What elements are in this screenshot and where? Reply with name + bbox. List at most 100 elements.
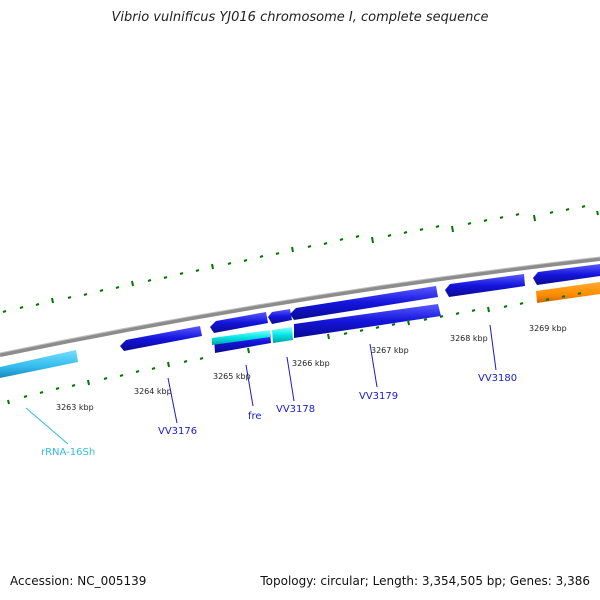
major-tick — [87, 379, 90, 386]
minor-tick — [391, 323, 396, 326]
major-tick — [291, 246, 294, 253]
major-tick — [327, 333, 330, 340]
minor-tick — [83, 293, 88, 296]
major-tick — [596, 210, 599, 216]
gene-arrow-next[interactable] — [533, 264, 600, 285]
major-tick — [487, 306, 490, 313]
leader-rrna-16sh — [25, 407, 69, 445]
gene-arrow-orange[interactable] — [536, 282, 600, 303]
gene-label-fre[interactable]: fre — [248, 411, 262, 422]
map-title: Vibrio vulnificus YJ016 chromosome I, co… — [111, 10, 489, 25]
minor-tick — [519, 302, 524, 305]
minor-tick — [375, 326, 380, 329]
minor-tick — [515, 213, 520, 216]
minor-tick — [259, 255, 264, 258]
minor-tick — [561, 295, 566, 298]
minor-tick — [549, 211, 554, 214]
minor-tick — [545, 298, 550, 301]
minor-tick — [147, 279, 152, 282]
major-tick — [7, 399, 10, 405]
minor-tick — [183, 360, 188, 363]
minor-tick — [355, 235, 360, 238]
major-tick — [167, 361, 170, 368]
leader-vv3176 — [167, 377, 178, 424]
minor-tick — [119, 374, 124, 377]
gene-arrow-rrna-16sh[interactable] — [0, 350, 78, 378]
gene-label-rrna-16sh[interactable]: rRNA-16Sh — [41, 447, 95, 458]
minor-tick — [99, 289, 104, 292]
minor-tick — [499, 216, 504, 219]
leader-fre — [245, 364, 254, 407]
gene-arrow-vv3179[interactable] — [290, 286, 438, 320]
minor-tick — [179, 272, 184, 275]
minor-tick — [71, 384, 76, 387]
minor-tick — [581, 205, 586, 208]
minor-tick — [419, 228, 424, 231]
minor-tick — [275, 252, 280, 255]
minor-tick — [423, 318, 428, 321]
minor-tick — [23, 395, 28, 398]
minor-tick — [163, 276, 168, 279]
minor-tick — [483, 219, 488, 222]
leader-vv3178 — [286, 356, 295, 402]
minor-tick — [195, 269, 200, 272]
genome-backbone-highlight — [0, 256, 600, 354]
gene-label-vv3179[interactable]: VV3179 — [359, 391, 398, 402]
gene-highlight-cyan-1 — [212, 330, 270, 345]
gene-label-vv3180[interactable]: VV3180 — [478, 373, 517, 384]
minor-tick — [577, 292, 582, 295]
gene-arrow-reverse-2[interactable] — [294, 304, 441, 338]
minor-tick — [343, 332, 348, 335]
scale-label-3265: 3265 kbp — [213, 372, 251, 381]
label-leaders — [25, 324, 497, 445]
major-tick — [407, 319, 410, 326]
minor-tick — [243, 259, 248, 262]
minor-tick — [471, 309, 476, 312]
scale-label-3268: 3268 kbp — [450, 334, 488, 343]
minor-tick — [467, 222, 472, 225]
gene-label-vv3178[interactable]: VV3178 — [276, 404, 315, 415]
outer-tick-track — [2, 205, 599, 313]
forward-strand-genes — [120, 264, 600, 351]
minor-tick — [115, 286, 120, 289]
minor-tick — [435, 225, 440, 228]
minor-tick — [455, 312, 460, 315]
minor-tick — [323, 242, 328, 245]
gene-label-vv3176[interactable]: VV3176 — [158, 426, 197, 437]
gene-highlight-cyan-2 — [272, 327, 293, 343]
gene-arrow-vv3180[interactable] — [445, 274, 525, 297]
gene-arrow-fre[interactable] — [210, 312, 268, 333]
minor-tick — [387, 234, 392, 237]
minor-tick — [359, 329, 364, 332]
minor-tick — [307, 245, 312, 248]
gene-arrow-vv3178[interactable] — [268, 309, 292, 324]
minor-tick — [67, 296, 72, 299]
scale-label-3263: 3263 kbp — [56, 403, 94, 412]
minor-tick — [19, 306, 24, 309]
minor-tick — [35, 303, 40, 306]
accession-label: Accession: NC_005139 — [10, 574, 147, 588]
scale-label-3269: 3269 kbp — [529, 324, 567, 333]
leader-vv3180 — [489, 324, 497, 371]
gene-arrow-vv3176[interactable] — [120, 326, 202, 351]
minor-tick — [227, 262, 232, 265]
topology-label: Topology: circular; Length: 3,354,505 bp… — [260, 574, 590, 588]
major-tick — [211, 263, 214, 270]
minor-tick — [55, 387, 60, 390]
minor-tick — [439, 315, 444, 318]
major-tick — [247, 347, 250, 354]
leader-vv3179 — [369, 343, 378, 388]
minor-tick — [339, 238, 344, 241]
inner-tick-track — [7, 292, 582, 405]
minor-tick — [403, 231, 408, 234]
scale-label-3264: 3264 kbp — [134, 387, 172, 396]
minor-tick — [503, 305, 508, 308]
major-tick — [371, 236, 374, 244]
major-tick — [451, 225, 454, 233]
genome-backbone — [0, 257, 600, 357]
gene-labels: rRNA-16Sh VV3176 fre VV3178 VV3179 VV318… — [41, 373, 517, 458]
minor-tick — [103, 377, 108, 380]
minor-tick — [151, 367, 156, 370]
major-tick — [51, 297, 54, 304]
